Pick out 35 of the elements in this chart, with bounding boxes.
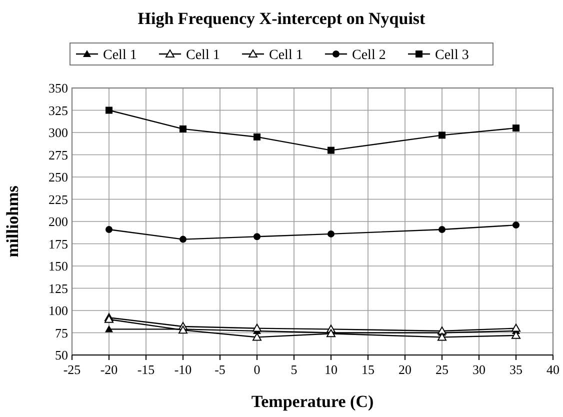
x-tick-label: -20	[100, 362, 118, 377]
y-tick-label: 50	[55, 348, 68, 362]
y-tick-label: 75	[55, 325, 68, 340]
y-tick-label: 275	[48, 147, 68, 162]
x-tick-label: 30	[472, 362, 486, 377]
legend-label: Cell 1	[103, 48, 137, 63]
x-tick-label: -15	[137, 362, 155, 377]
y-tick-label: 175	[48, 236, 68, 252]
x-tick-label: 10	[324, 362, 338, 377]
x-tick-label: 5	[290, 362, 298, 377]
y-tick-label: 350	[48, 80, 68, 96]
x-tick-label: -5	[214, 362, 226, 377]
y-tick-label: 300	[48, 125, 68, 140]
chart-title: High Frequency X-intercept on Nyquist	[138, 9, 426, 28]
legend-label: Cell 3	[435, 48, 469, 63]
x-tick-label: -25	[63, 362, 81, 377]
x-tick-label: 20	[398, 362, 412, 377]
y-tick-label: 150	[48, 258, 68, 274]
y-tick-label: 125	[48, 280, 68, 296]
x-tick-label: 40	[546, 362, 560, 377]
x-tick-label: 35	[510, 362, 522, 377]
x-axis-title: Temperature (C)	[251, 392, 374, 411]
y-tick-label: 250	[48, 170, 68, 184]
y-tick-label: 325	[48, 102, 68, 118]
legend-label: Cell 2	[352, 48, 386, 63]
x-tick-label: 25	[436, 362, 448, 377]
x-tick-label: -10	[174, 362, 192, 377]
legend-label: Cell 1	[269, 48, 303, 63]
y-tick-label: 200	[48, 214, 68, 229]
x-tick-label: 0	[254, 362, 260, 377]
y-tick-label: 225	[48, 192, 68, 207]
y-tick-label: 100	[48, 303, 68, 318]
legend-label: Cell 1	[186, 48, 220, 63]
x-tick-label: 15	[362, 362, 374, 377]
y-axis-title: milliohms	[3, 185, 22, 258]
